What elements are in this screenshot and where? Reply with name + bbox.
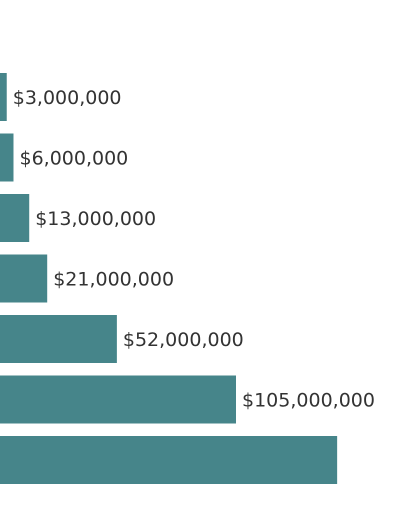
value-labels-group: $3,000,000 $6,000,000 $13,000,000 $21,000,0… [13,87,375,412]
bar-6 [0,375,236,424]
bar-4 [0,254,48,303]
value-label-2: $6,000,000 [19,148,128,170]
value-label-3: $13,000,000 [35,208,156,230]
value-label-1: $3,000,000 [13,87,122,109]
bar-3 [0,194,30,242]
value-label-5: $52,000,000 [123,329,244,351]
bars-group [0,73,338,484]
bar-7 [0,436,338,484]
bar-1 [0,73,7,121]
value-label-6: $105,000,000 [242,390,375,412]
bar-5 [0,315,117,363]
bar-2 [0,133,14,182]
value-label-4: $21,000,000 [53,269,174,291]
